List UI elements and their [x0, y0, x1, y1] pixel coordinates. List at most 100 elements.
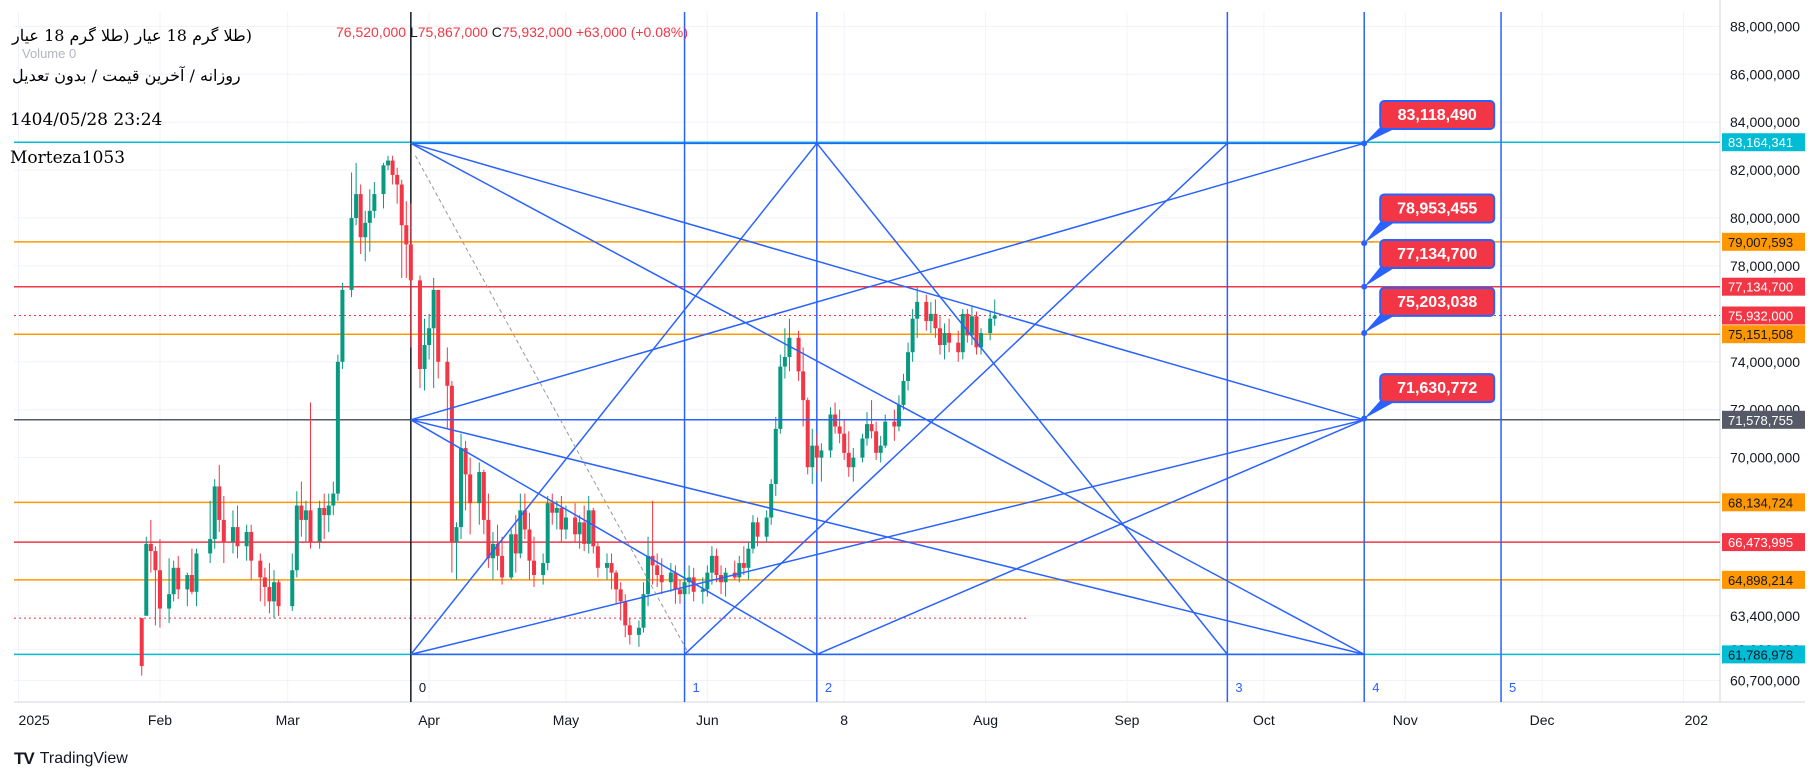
time-axis[interactable]: 2025 Feb Mar Apr May Jun 8 Aug Sep Oct Nov Dec 202	[19, 712, 1709, 728]
callout-box	[1379, 286, 1496, 317]
close-value: 75,932,000	[501, 24, 572, 40]
candle-body	[746, 548, 751, 568]
price-tick-label: 80,000,000	[1730, 210, 1800, 226]
time-marker-label: 1	[693, 680, 700, 695]
time-tick-label: Aug	[973, 712, 998, 728]
low-value: 75,867,000	[417, 24, 488, 40]
candle-body	[408, 244, 413, 281]
time-marker-label: 3	[1235, 680, 1242, 695]
price-label-box	[1722, 232, 1805, 251]
candle-body	[335, 361, 340, 494]
time-marker-label: 5	[1509, 680, 1516, 695]
ohlc-legend: 76,520,000 L75,867,000 C75,932,000 +63,0…	[336, 24, 688, 40]
candle-body	[563, 517, 568, 530]
candle-body	[924, 301, 929, 322]
time-marker-label: 4	[1372, 680, 1379, 695]
candlestick-series	[139, 155, 997, 676]
candle-body	[395, 174, 400, 185]
callout-anchor-dot	[1361, 140, 1368, 147]
candle-body	[477, 472, 482, 504]
candle-body	[577, 522, 582, 535]
time-tick-label: Mar	[276, 712, 300, 728]
candle-body	[340, 289, 345, 362]
price-callouts[interactable]: 83,118,490 78,953,455 77,134,700 75,203,038…	[1361, 100, 1496, 422]
price-label-text: 68,134,724	[1728, 495, 1793, 510]
candle-body	[308, 510, 313, 542]
candle-body	[459, 448, 464, 528]
candle-body	[518, 510, 523, 554]
dashed-trendline	[414, 155, 690, 655]
price-tick-label: 70,000,000	[1730, 450, 1800, 466]
candle-body	[381, 165, 386, 195]
candle-body	[677, 589, 682, 595]
candle-body	[979, 333, 984, 348]
candle-body	[185, 575, 190, 590]
candle-body	[865, 424, 869, 439]
candle-body	[750, 522, 755, 549]
candle-body	[892, 421, 897, 427]
candle-body	[937, 328, 942, 346]
price-tick-label: 78,000,000	[1730, 258, 1800, 274]
candle-body	[276, 582, 281, 607]
fan-line	[410, 419, 1365, 656]
tradingview-logo-icon: TV	[14, 749, 35, 768]
symbol-title[interactable]: (طلا گرم 18 عیار (طلا گرم 18 عیار	[12, 26, 253, 45]
price-tick-label: 74,000,000	[1730, 354, 1800, 370]
candle-body	[235, 527, 240, 547]
price-level-labels: 83,164,341 79,007,593 77,134,700 75,932,000…	[1722, 133, 1805, 664]
price-label-text: 79,007,593	[1728, 235, 1793, 250]
candle-body	[878, 445, 883, 453]
candle-body	[869, 424, 874, 432]
candle-body	[363, 222, 368, 238]
candle-body	[317, 507, 322, 542]
candle-body	[837, 426, 842, 434]
candle-body	[139, 618, 144, 667]
candle-body	[463, 448, 468, 475]
price-label-text: 61,786,978	[1728, 647, 1793, 662]
tradingview-brand[interactable]: TV TradingView	[14, 749, 128, 769]
price-label-box	[1722, 133, 1805, 152]
callout-anchor-dot	[1361, 283, 1368, 290]
candle-body	[157, 570, 162, 609]
candle-body	[741, 563, 746, 568]
candle-body	[586, 510, 591, 544]
candle-body	[189, 575, 194, 592]
candle-body	[942, 333, 947, 346]
candle-body	[668, 572, 673, 583]
candle-body	[445, 361, 450, 386]
candle-body	[969, 316, 974, 336]
candle-body	[399, 184, 404, 226]
candle-body	[682, 582, 687, 595]
chart-author: Morteza1053	[10, 148, 126, 168]
time-tick-label: 202	[1685, 712, 1709, 728]
fan-line	[410, 419, 818, 656]
candle-body	[604, 563, 609, 568]
price-label-text: 75,151,508	[1728, 327, 1793, 342]
candle-body	[331, 493, 336, 506]
price-tick-label: 63,400,000	[1730, 608, 1800, 624]
candle-body	[449, 385, 454, 542]
time-tick-label: Oct	[1253, 712, 1275, 728]
candle-body	[851, 457, 856, 468]
time-tick-label: Dec	[1530, 712, 1555, 728]
candle-body	[618, 589, 623, 602]
callout-anchor-dot	[1361, 415, 1368, 422]
candle-body	[481, 472, 486, 520]
price-label-box	[1722, 533, 1805, 552]
candle-body	[582, 522, 587, 544]
gann-fan-drawing[interactable]	[410, 142, 1365, 656]
ohlc-partial-value: 76,520,000	[336, 24, 407, 40]
candle-body	[910, 318, 915, 353]
callout-box	[1379, 238, 1496, 269]
price-label-box	[1722, 410, 1805, 429]
time-tick-label: May	[553, 712, 579, 728]
candle-body	[208, 539, 213, 554]
candle-body	[249, 531, 254, 561]
candle-body	[609, 563, 614, 573]
candle-body	[532, 560, 537, 576]
price-label-box	[1722, 570, 1805, 589]
candle-body	[294, 505, 299, 571]
candle-body	[422, 345, 427, 369]
fib-time-markers: 0 1 2 3 4 5	[410, 12, 1516, 702]
